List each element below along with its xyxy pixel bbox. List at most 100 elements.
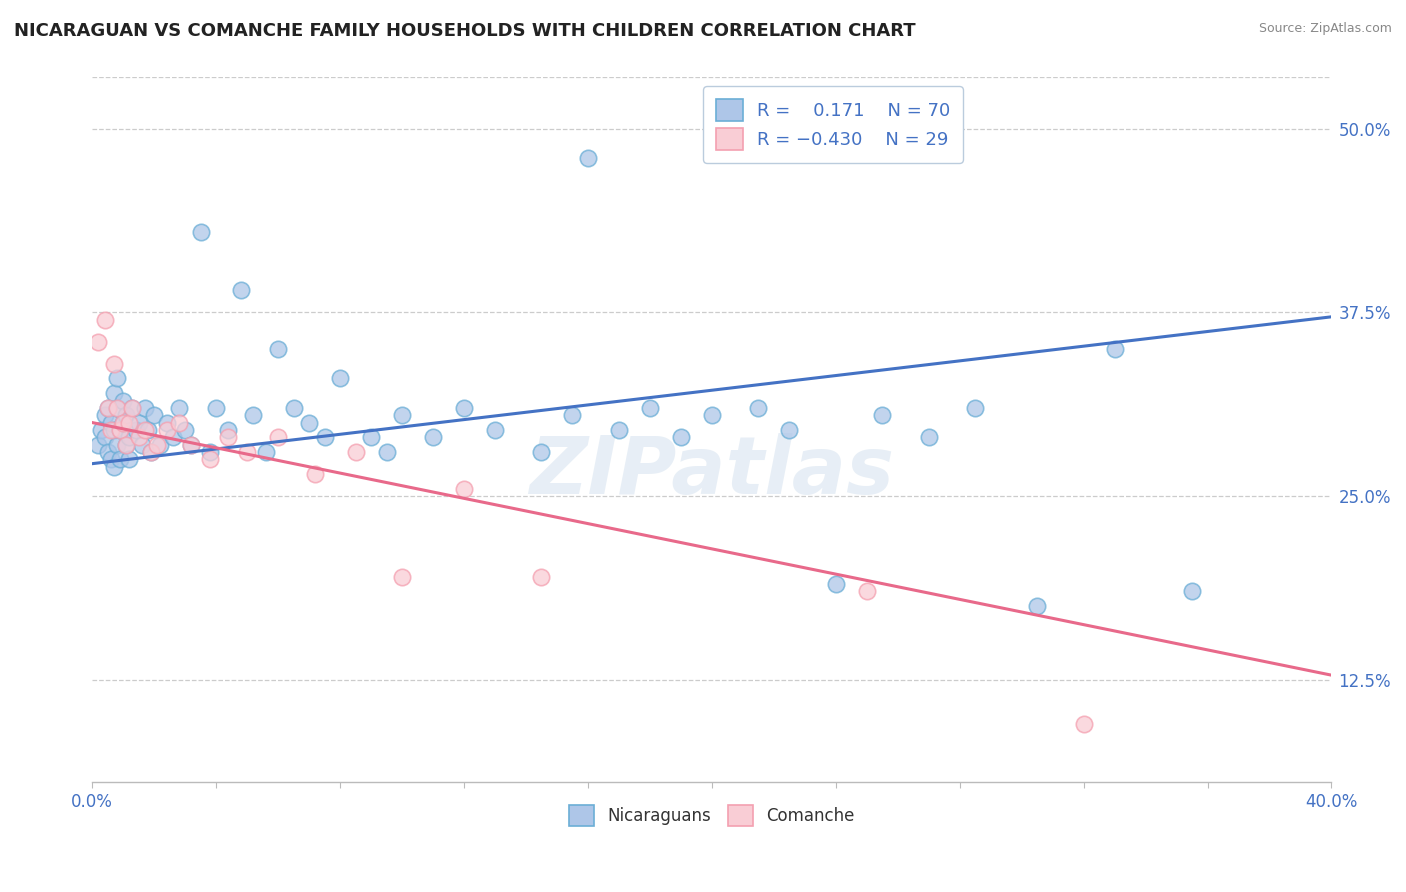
Point	[283, 401, 305, 415]
Point	[747, 401, 769, 415]
Point	[344, 445, 367, 459]
Point	[1181, 584, 1204, 599]
Point	[121, 401, 143, 415]
Point	[87, 334, 110, 349]
Point	[965, 401, 987, 415]
Point	[93, 430, 115, 444]
Point	[484, 423, 506, 437]
Point	[218, 423, 240, 437]
Point	[105, 437, 128, 451]
Point	[97, 445, 120, 459]
Point	[105, 371, 128, 385]
Point	[576, 151, 599, 165]
Point	[105, 401, 128, 415]
Point	[198, 452, 221, 467]
Point	[180, 437, 202, 451]
Point	[167, 401, 190, 415]
Point	[134, 401, 156, 415]
Point	[236, 445, 259, 459]
Point	[530, 570, 553, 584]
Point	[118, 452, 141, 467]
Point	[824, 577, 846, 591]
Point	[112, 416, 135, 430]
Point	[100, 416, 122, 430]
Point	[530, 445, 553, 459]
Point	[115, 437, 138, 451]
Point	[298, 416, 321, 430]
Point	[870, 408, 893, 422]
Point	[103, 386, 125, 401]
Legend: Nicaraguans, Comanche: Nicaraguans, Comanche	[561, 797, 863, 834]
Point	[229, 284, 252, 298]
Point	[700, 408, 723, 422]
Point	[155, 423, 177, 437]
Point	[918, 430, 941, 444]
Point	[103, 423, 125, 437]
Text: Source: ZipAtlas.com: Source: ZipAtlas.com	[1258, 22, 1392, 36]
Point	[143, 408, 166, 422]
Point	[93, 408, 115, 422]
Point	[108, 423, 131, 437]
Point	[174, 423, 197, 437]
Point	[162, 430, 184, 444]
Point	[167, 416, 190, 430]
Text: ZIPatlas: ZIPatlas	[529, 434, 894, 511]
Point	[1104, 342, 1126, 356]
Point	[103, 459, 125, 474]
Point	[118, 416, 141, 430]
Point	[391, 408, 413, 422]
Point	[314, 430, 336, 444]
Point	[115, 437, 138, 451]
Point	[254, 445, 277, 459]
Point	[669, 430, 692, 444]
Point	[108, 423, 131, 437]
Point	[375, 445, 398, 459]
Point	[136, 423, 159, 437]
Point	[118, 430, 141, 444]
Point	[121, 401, 143, 415]
Point	[105, 401, 128, 415]
Point	[128, 430, 150, 444]
Point	[134, 423, 156, 437]
Point	[267, 430, 290, 444]
Point	[1026, 599, 1049, 614]
Point	[115, 408, 138, 422]
Point	[561, 408, 583, 422]
Point	[267, 342, 290, 356]
Point	[128, 416, 150, 430]
Point	[139, 445, 162, 459]
Point	[87, 437, 110, 451]
Point	[139, 445, 162, 459]
Point	[112, 393, 135, 408]
Point	[242, 408, 264, 422]
Point	[97, 401, 120, 415]
Point	[329, 371, 352, 385]
Point	[97, 401, 120, 415]
Point	[778, 423, 800, 437]
Point	[155, 416, 177, 430]
Point	[453, 482, 475, 496]
Point	[855, 584, 877, 599]
Point	[607, 423, 630, 437]
Point	[453, 401, 475, 415]
Point	[90, 423, 112, 437]
Point	[391, 570, 413, 584]
Point	[131, 437, 153, 451]
Point	[146, 437, 169, 451]
Point	[100, 452, 122, 467]
Point	[103, 357, 125, 371]
Point	[205, 401, 228, 415]
Point	[112, 416, 135, 430]
Point	[198, 445, 221, 459]
Point	[124, 423, 146, 437]
Point	[93, 312, 115, 326]
Point	[304, 467, 326, 481]
Point	[218, 430, 240, 444]
Point	[100, 423, 122, 437]
Point	[108, 452, 131, 467]
Point	[1073, 716, 1095, 731]
Text: NICARAGUAN VS COMANCHE FAMILY HOUSEHOLDS WITH CHILDREN CORRELATION CHART: NICARAGUAN VS COMANCHE FAMILY HOUSEHOLDS…	[14, 22, 915, 40]
Point	[180, 437, 202, 451]
Point	[360, 430, 382, 444]
Point	[422, 430, 444, 444]
